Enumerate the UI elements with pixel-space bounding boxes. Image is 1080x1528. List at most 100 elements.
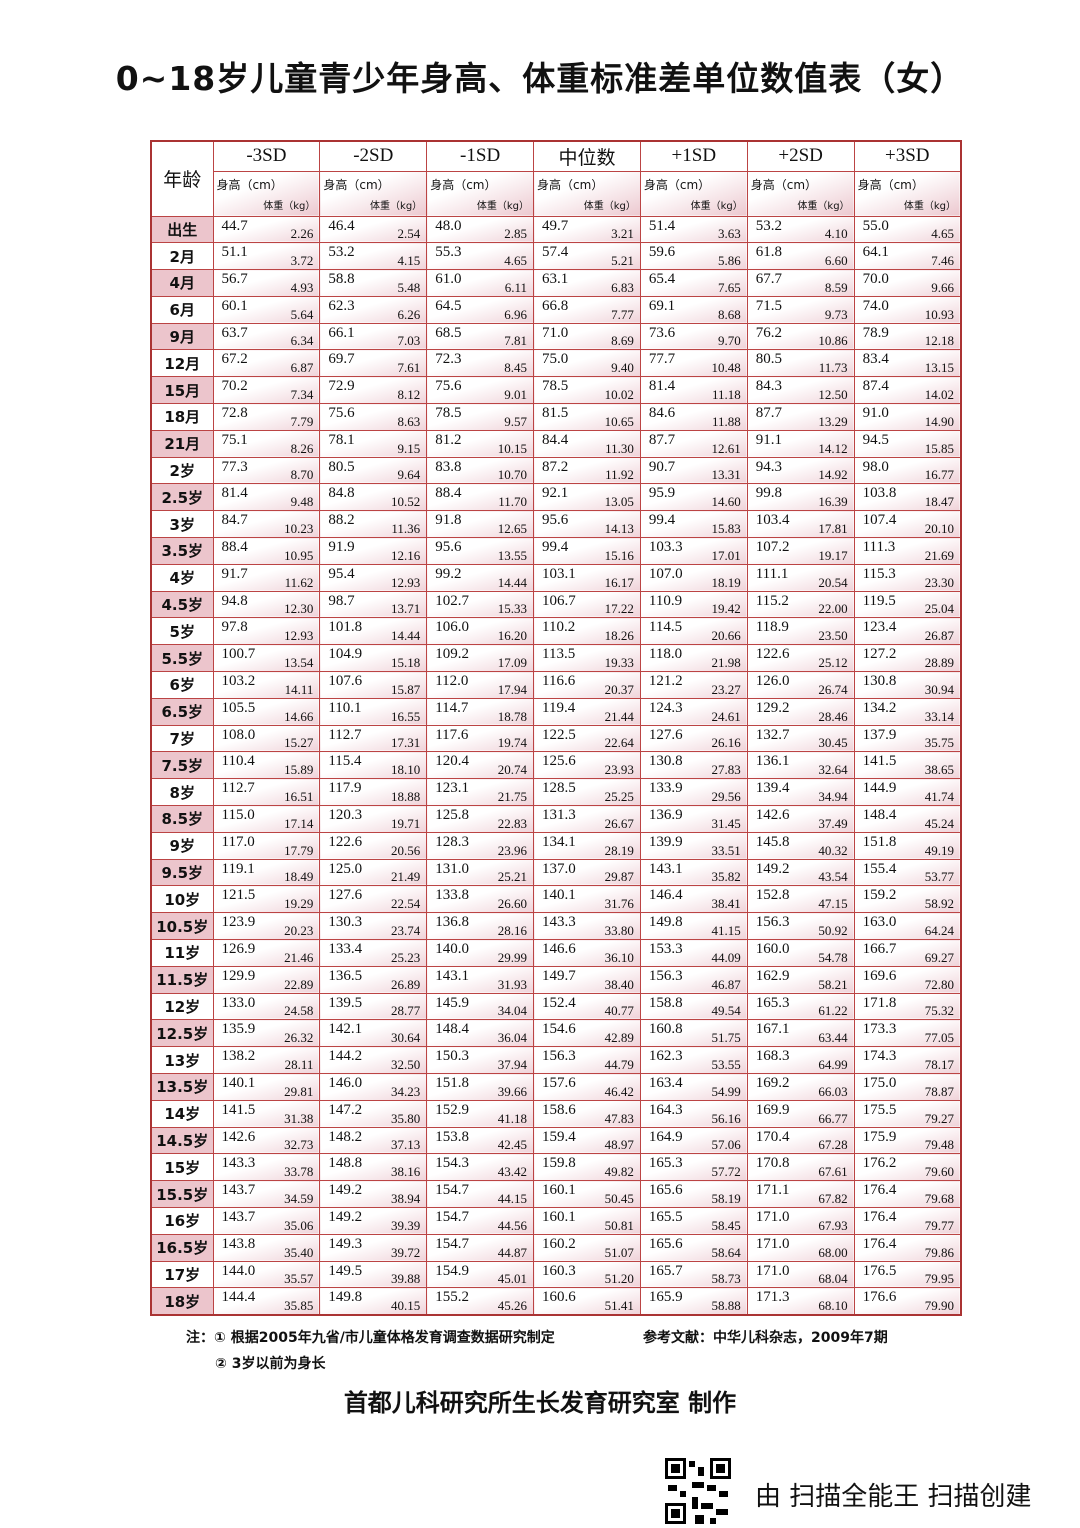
height-value: 110.1	[328, 699, 362, 716]
weight-value: 16.39	[818, 494, 848, 510]
weight-value: 2.85	[504, 226, 528, 242]
value-cell: 165.3 61.22	[746, 992, 855, 1021]
height-value: 175.9	[862, 1128, 897, 1145]
weight-value: 16.20	[497, 628, 528, 644]
height-value: 136.5	[328, 967, 363, 984]
value-cell: 131.0 25.21	[426, 858, 535, 887]
value-cell: 53.2 4.10	[746, 215, 855, 244]
weight-value: 22.83	[497, 815, 528, 831]
value-cell: 84.8 10.52	[319, 483, 428, 512]
value-cell: 154.7 44.87	[426, 1233, 535, 1262]
weight-value: 14.66	[284, 708, 314, 724]
weight-value: 15.89	[284, 762, 314, 778]
value-cell: 154.3 43.42	[426, 1153, 535, 1182]
weight-value: 29.81	[284, 1083, 314, 1099]
height-value: 125.0	[328, 860, 363, 877]
value-cell: 130.8 27.83	[639, 751, 748, 780]
height-value: 156.3	[755, 914, 790, 931]
value-cell: 137.9 35.75	[853, 724, 962, 753]
height-value: 51.4	[648, 217, 676, 234]
height-value: 100.7	[221, 646, 256, 663]
value-cell: 163.4 54.99	[639, 1073, 748, 1101]
value-cell: 111.3 21.69	[853, 537, 962, 565]
height-value: 173.3	[862, 1021, 897, 1038]
value-cell: 127.6 26.16	[639, 724, 748, 753]
value-cell: 176.2 79.60	[853, 1153, 962, 1182]
value-cell: 49.7 3.21	[533, 215, 641, 244]
height-value: 94.8	[221, 592, 248, 609]
table-row: 21月 75.1 8.26 78.1 9.15 81.2 10.15 84.4 11.30 87.…	[150, 429, 962, 458]
value-cell: 175.0 78.87	[853, 1073, 962, 1101]
weight-value: 37.49	[818, 815, 848, 831]
weight-value: 68.10	[818, 1297, 848, 1313]
age-cell: 4岁	[150, 563, 214, 592]
weight-value: 33.78	[284, 1164, 314, 1180]
weight-value: 58.21	[818, 976, 848, 992]
height-unit-label: 身高（cm）	[750, 177, 818, 192]
height-value: 75.6	[435, 378, 462, 395]
value-cell: 71.0 8.69	[533, 322, 641, 351]
weight-value: 3.63	[717, 226, 741, 242]
age-cell: 18岁	[150, 1287, 214, 1316]
weight-value: 34.94	[818, 789, 848, 805]
value-cell: 154.7 44.15	[426, 1180, 535, 1208]
value-cell: 167.1 63.44	[746, 1019, 855, 1048]
value-cell: 131.3 26.67	[533, 805, 641, 833]
value-cell: 160.3 51.20	[533, 1260, 641, 1289]
value-cell: 146.6 36.10	[533, 939, 641, 967]
value-cell: 133.8 26.60	[426, 885, 535, 914]
height-value: 146.0	[328, 1075, 363, 1091]
value-cell: 165.6 58.64	[639, 1233, 748, 1262]
value-cell: 136.9 31.45	[639, 805, 748, 833]
table-row: 16岁 143.7 35.06 149.2 39.39 154.7 44.56 160.1 50…	[150, 1206, 962, 1235]
value-cell: 90.7 13.31	[639, 456, 748, 485]
value-cell: 75.1 8.26	[212, 429, 321, 458]
table-row: 7岁 108.0 15.27 112.7 17.31 117.6 19.74 122.5 22.…	[150, 724, 962, 753]
height-value: 63.1	[542, 271, 569, 288]
value-cell: 101.8 14.44	[319, 617, 428, 646]
weight-value: 21.98	[711, 655, 741, 671]
weight-value: 11.88	[711, 413, 741, 429]
height-value: 159.2	[862, 887, 897, 904]
weight-value: 18.49	[284, 869, 314, 885]
weight-value: 15.16	[604, 547, 634, 563]
weight-unit-label: 体重（kg）	[583, 200, 636, 212]
weight-value: 44.56	[497, 1217, 528, 1233]
value-cell: 117.9 18.88	[319, 778, 428, 807]
height-value: 126.9	[221, 941, 256, 958]
weight-value: 8.59	[824, 279, 848, 295]
weight-value: 53.55	[711, 1057, 741, 1072]
height-value: 104.9	[328, 646, 363, 663]
height-value: 164.3	[648, 1101, 683, 1118]
weight-value: 11.70	[498, 494, 528, 510]
weight-value: 40.32	[818, 842, 848, 858]
weight-value: 18.26	[604, 628, 634, 644]
height-value: 143.8	[221, 1235, 256, 1252]
height-value: 169.2	[755, 1075, 790, 1091]
table-row: 18岁 144.4 35.85 149.8 40.15 155.2 45.26 160.6 51…	[150, 1287, 962, 1316]
value-cell: 160.8 51.75	[639, 1019, 748, 1048]
table-row: 14岁 141.5 31.38 147.2 35.80 152.9 41.18 158.6 47…	[150, 1099, 962, 1128]
reference: 参考文献：中华儿科杂志，2009年7期	[643, 1330, 888, 1346]
value-cell: 68.5 7.81	[426, 322, 535, 351]
weight-value: 10.95	[284, 547, 314, 563]
weight-value: 28.77	[390, 1003, 421, 1019]
weight-value: 39.39	[390, 1217, 421, 1233]
height-value: 119.1	[221, 860, 255, 877]
table-row: 14.5岁 142.6 32.73 148.2 37.13 153.8 42.45 159.4…	[150, 1126, 962, 1155]
value-cell: 83.8 10.70	[426, 456, 535, 485]
value-cell: 106.0 16.20	[426, 617, 535, 646]
height-value: 171.3	[755, 1289, 790, 1306]
value-cell: 171.0 67.93	[746, 1206, 855, 1235]
table-row: 4月 56.7 4.93 58.8 5.48 61.0 6.11 63.1 6.83 65.4 7.…	[150, 269, 962, 297]
weight-value: 32.73	[284, 1137, 314, 1153]
weight-value: 15.83	[711, 521, 741, 537]
weight-value: 7.61	[397, 360, 421, 376]
weight-value: 10.70	[497, 467, 528, 483]
weight-value: 46.87	[711, 976, 741, 992]
weight-unit-label: 体重（kg）	[797, 200, 850, 212]
height-value: 136.8	[435, 914, 469, 931]
weight-unit-label: 体重（kg）	[476, 200, 530, 212]
height-value: 164.9	[648, 1128, 683, 1145]
height-value: 81.5	[542, 405, 569, 422]
